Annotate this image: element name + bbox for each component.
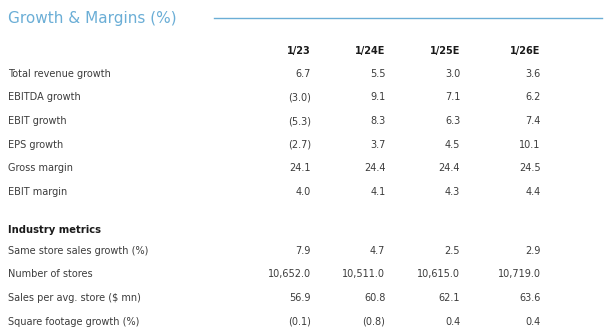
Text: 4.0: 4.0 [296, 187, 311, 197]
Text: 2.5: 2.5 [445, 246, 460, 256]
Text: 4.4: 4.4 [525, 187, 541, 197]
Text: Gross margin: Gross margin [8, 163, 73, 173]
Text: 7.4: 7.4 [525, 116, 541, 126]
Text: 9.1: 9.1 [370, 92, 385, 102]
Text: 62.1: 62.1 [439, 293, 460, 303]
Text: 7.9: 7.9 [296, 246, 311, 256]
Text: 10,652.0: 10,652.0 [268, 269, 311, 279]
Text: Square footage growth (%): Square footage growth (%) [8, 317, 140, 326]
Text: (2.7): (2.7) [288, 140, 311, 150]
Text: 10,615.0: 10,615.0 [417, 269, 460, 279]
Text: 24.1: 24.1 [289, 163, 311, 173]
Text: 60.8: 60.8 [364, 293, 385, 303]
Text: 10,719.0: 10,719.0 [498, 269, 541, 279]
Text: EBIT margin: EBIT margin [8, 187, 67, 197]
Text: EPS growth: EPS growth [8, 140, 63, 150]
Text: 63.6: 63.6 [519, 293, 541, 303]
Text: (3.0): (3.0) [288, 92, 311, 102]
Text: Same store sales growth (%): Same store sales growth (%) [8, 246, 148, 256]
Text: 2.9: 2.9 [525, 246, 541, 256]
Text: 0.4: 0.4 [445, 317, 460, 326]
Text: 0.4: 0.4 [525, 317, 541, 326]
Text: 3.6: 3.6 [525, 69, 541, 79]
Text: 24.4: 24.4 [439, 163, 460, 173]
Text: 6.2: 6.2 [525, 92, 541, 102]
Text: Industry metrics: Industry metrics [8, 225, 101, 235]
Text: Number of stores: Number of stores [8, 269, 92, 279]
Text: 4.5: 4.5 [445, 140, 460, 150]
Text: 3.7: 3.7 [370, 140, 385, 150]
Text: EBIT growth: EBIT growth [8, 116, 66, 126]
Text: (5.3): (5.3) [288, 116, 311, 126]
Text: EBITDA growth: EBITDA growth [8, 92, 80, 102]
Text: 10.1: 10.1 [519, 140, 541, 150]
Text: 1/26E: 1/26E [510, 46, 541, 56]
Text: Total revenue growth: Total revenue growth [8, 69, 111, 79]
Text: 1/24E: 1/24E [355, 46, 385, 56]
Text: 1/25E: 1/25E [430, 46, 460, 56]
Text: (0.1): (0.1) [288, 317, 311, 326]
Text: 6.3: 6.3 [445, 116, 460, 126]
Text: 4.1: 4.1 [370, 187, 385, 197]
Text: 6.7: 6.7 [296, 69, 311, 79]
Text: 10,511.0: 10,511.0 [342, 269, 385, 279]
Text: 3.0: 3.0 [445, 69, 460, 79]
Text: Sales per avg. store ($ mn): Sales per avg. store ($ mn) [8, 293, 141, 303]
Text: 8.3: 8.3 [370, 116, 385, 126]
Text: 24.4: 24.4 [364, 163, 385, 173]
Text: 24.5: 24.5 [519, 163, 541, 173]
Text: 5.5: 5.5 [370, 69, 385, 79]
Text: Growth & Margins (%): Growth & Margins (%) [8, 11, 176, 27]
Text: (0.8): (0.8) [362, 317, 385, 326]
Text: 4.7: 4.7 [370, 246, 385, 256]
Text: 7.1: 7.1 [445, 92, 460, 102]
Text: 1/23: 1/23 [288, 46, 311, 56]
Text: 4.3: 4.3 [445, 187, 460, 197]
Text: 56.9: 56.9 [289, 293, 311, 303]
